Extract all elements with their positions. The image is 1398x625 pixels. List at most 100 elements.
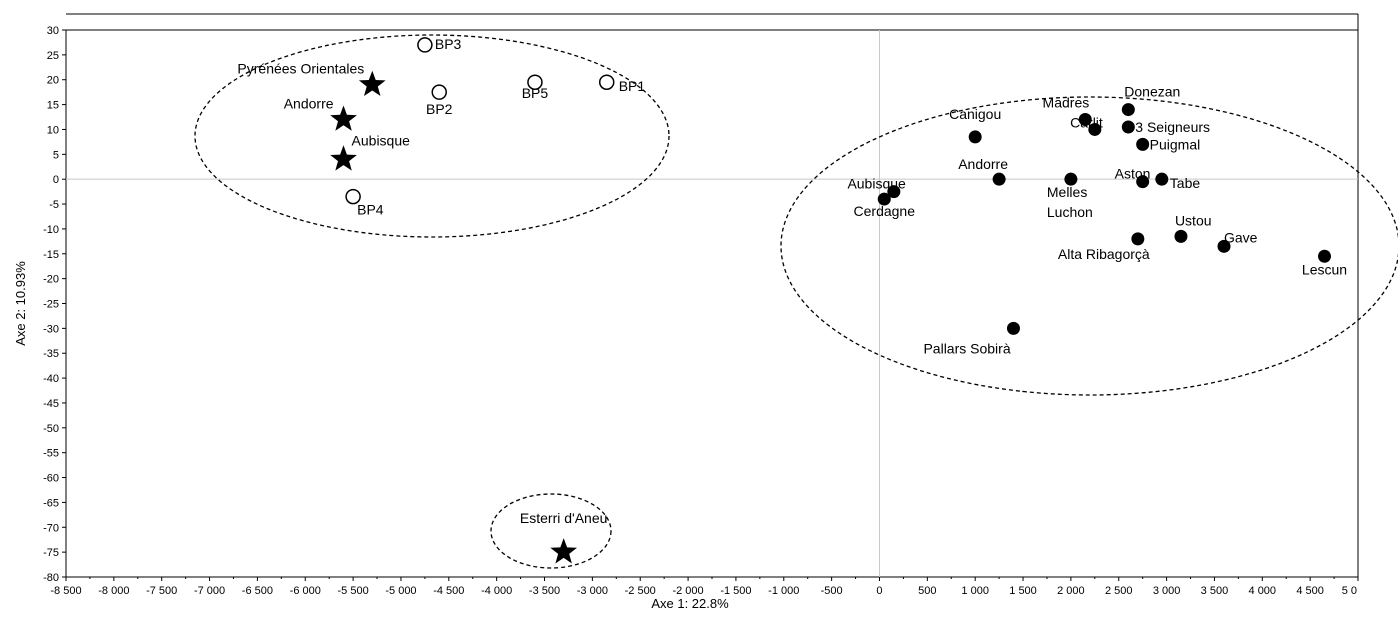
x-tick-label: -500: [821, 585, 843, 597]
open-circle-marker: [417, 37, 433, 53]
star-marker: [330, 145, 357, 171]
star-marker: [550, 538, 577, 564]
point-label: BP1: [619, 78, 646, 94]
x-tick-label: 5 0: [1342, 585, 1357, 597]
open-circle-marker: [527, 74, 543, 90]
point-label: Aston: [1115, 166, 1151, 182]
point-label: Aubisque: [847, 176, 906, 192]
x-tick-label: 1 000: [961, 585, 989, 597]
x-tick-label: 3 000: [1153, 585, 1181, 597]
x-tick-label: -8 000: [98, 585, 129, 597]
point-label: Aubisque: [352, 132, 411, 148]
filled-circle-marker: [1064, 172, 1078, 186]
filled-circle-marker: [1318, 249, 1332, 263]
point-label: Tabe: [1170, 175, 1201, 191]
grouping-ellipse-3: [490, 493, 612, 569]
filled-circle-marker: [1006, 321, 1020, 335]
point-label: Cerdagne: [854, 203, 916, 219]
y-tick-label: 5: [53, 149, 59, 161]
y-axis-title: Axe 2: 10.93%: [13, 261, 28, 346]
point-label: Pallars Sobirà: [923, 340, 1010, 356]
y-tick-label: -5: [49, 199, 59, 211]
point-label: Alta Ribagorçà: [1058, 246, 1150, 262]
x-tick-label: -3 500: [529, 585, 560, 597]
filled-circle-marker: [877, 192, 891, 206]
point-label: BP2: [426, 101, 453, 117]
filled-circle-marker: [1136, 137, 1150, 151]
y-tick-label: 0: [53, 174, 59, 186]
x-tick-label: -7 500: [146, 585, 177, 597]
point-label: Donezan: [1124, 84, 1180, 100]
x-tick-label: 4 500: [1296, 585, 1324, 597]
x-tick-label: 0: [876, 585, 882, 597]
filled-circle-marker: [1174, 229, 1188, 243]
x-tick-label: 2 500: [1105, 585, 1133, 597]
y-tick-label: -65: [43, 497, 59, 509]
y-tick-label: -70: [43, 522, 59, 534]
x-axis-title: Axe 1: 22.8%: [651, 596, 729, 611]
filled-circle-marker: [1131, 232, 1145, 246]
point-label-line: Melles: [1047, 184, 1087, 200]
point-label: BP4: [357, 202, 384, 218]
point-label: Melles Luchon: [1047, 184, 1093, 220]
filled-circle-marker: [1121, 120, 1135, 134]
y-tick-label: -15: [43, 249, 59, 261]
grouping-ellipse-1: [194, 34, 670, 238]
x-tick-label: -6 000: [290, 585, 321, 597]
x-tick-label: -5 000: [385, 585, 416, 597]
x-tick-label: 500: [918, 585, 936, 597]
point-label: BP3: [435, 36, 462, 52]
x-tick-label: -4 500: [433, 585, 464, 597]
y-tick-label: -80: [43, 572, 59, 584]
point-label: Gave: [1224, 229, 1258, 245]
star-marker: [330, 105, 357, 131]
y-tick-label: -35: [43, 348, 59, 360]
plot-frame: [65, 29, 1359, 578]
x-tick-label: -5 500: [338, 585, 369, 597]
y-tick-label: 20: [47, 75, 59, 87]
point-label: Ustou: [1175, 212, 1212, 228]
y-tick-label: -50: [43, 423, 59, 435]
x-tick-label: 4 000: [1249, 585, 1277, 597]
point-label: BP5: [522, 85, 549, 101]
point-label: Lescun: [1302, 261, 1347, 277]
filled-circle-marker: [992, 172, 1006, 186]
x-tick-label: -6 500: [242, 585, 273, 597]
point-label: Madres: [1043, 95, 1090, 111]
point-label: Andorre: [284, 96, 334, 112]
y-tick-label: -20: [43, 274, 59, 286]
filled-circle-marker: [1088, 122, 1102, 136]
point-label-line: Luchon: [1047, 204, 1093, 220]
y-tick-label: 25: [47, 50, 59, 62]
y-tick-label: -45: [43, 398, 59, 410]
y-tick-label: -75: [43, 547, 59, 559]
point-label: Andorre: [958, 156, 1008, 172]
x-tick-label: -1 500: [720, 585, 751, 597]
open-circle-marker: [598, 74, 615, 90]
point-label: Esterri d'Aneu: [520, 510, 608, 526]
star-marker: [358, 70, 386, 96]
filled-circle-marker: [1155, 172, 1169, 186]
point-label: Pyrénées Orientales: [237, 61, 364, 77]
y-tick-label: -60: [43, 473, 59, 485]
open-circle-marker: [345, 188, 361, 205]
open-circle-marker: [431, 84, 447, 100]
point-label: Puigmal: [1150, 136, 1201, 152]
y-tick-label: 10: [47, 124, 59, 136]
y-tick-label: 30: [47, 25, 59, 37]
y-tick-label: -40: [43, 373, 59, 385]
x-tick-label: -8 500: [50, 585, 81, 597]
point-label: 3 Seigneurs: [1135, 119, 1210, 135]
y-tick-label: -30: [43, 323, 59, 335]
filled-circle-marker: [968, 130, 982, 144]
x-tick-label: -2 000: [672, 585, 703, 597]
filled-circle-marker: [1217, 239, 1231, 253]
point-label: Canigou: [949, 106, 1001, 122]
y-tick-label: -10: [43, 224, 59, 236]
filled-circle-marker: [1136, 175, 1150, 189]
x-tick-label: -7 000: [194, 585, 225, 597]
x-tick-label: -3 000: [577, 585, 608, 597]
x-tick-label: -1 000: [768, 585, 799, 597]
filled-circle-marker: [887, 185, 901, 199]
